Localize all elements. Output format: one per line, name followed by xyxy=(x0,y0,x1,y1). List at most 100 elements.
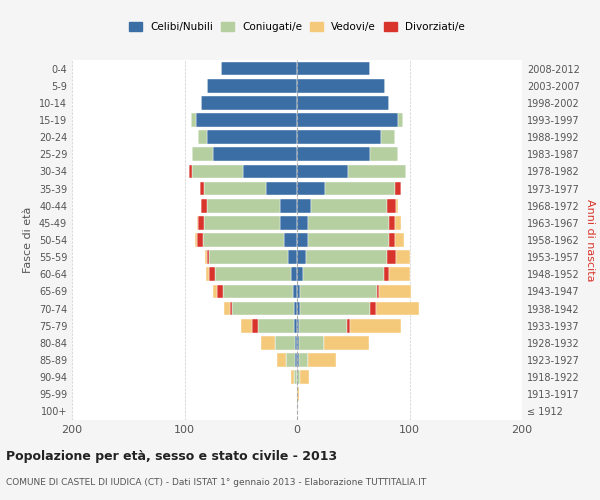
Bar xyxy=(293,319,297,332)
Bar xyxy=(280,199,297,212)
Bar xyxy=(347,319,350,332)
Bar xyxy=(299,319,347,332)
Bar xyxy=(297,164,347,178)
Bar xyxy=(224,302,229,316)
Bar xyxy=(243,164,297,178)
Bar xyxy=(292,370,293,384)
Bar xyxy=(382,130,395,144)
Bar xyxy=(202,199,207,212)
Bar xyxy=(389,233,395,247)
Bar xyxy=(206,268,209,281)
Bar xyxy=(395,216,401,230)
Bar xyxy=(241,319,252,332)
Bar xyxy=(288,250,297,264)
Bar xyxy=(297,199,311,212)
Text: COMUNE DI CASTEL DI IUDICA (CT) - Dati ISTAT 1° gennaio 2013 - Elaborazione TUTT: COMUNE DI CASTEL DI IUDICA (CT) - Dati I… xyxy=(6,478,426,487)
Bar xyxy=(207,79,297,92)
Bar xyxy=(257,319,293,332)
Bar xyxy=(297,148,370,161)
Bar xyxy=(229,302,232,316)
Bar xyxy=(311,199,387,212)
Bar xyxy=(265,182,297,196)
Bar xyxy=(196,113,297,127)
Bar xyxy=(275,336,295,349)
Text: Popolazione per età, sesso e stato civile - 2013: Popolazione per età, sesso e stato civil… xyxy=(6,450,337,463)
Bar xyxy=(297,79,385,92)
Bar xyxy=(293,302,297,316)
Bar xyxy=(297,96,389,110)
Bar xyxy=(200,182,203,196)
Bar xyxy=(193,164,243,178)
Bar xyxy=(389,216,395,230)
Bar xyxy=(387,250,396,264)
Bar xyxy=(292,268,297,281)
Bar xyxy=(387,199,396,212)
Bar xyxy=(207,199,280,212)
Bar xyxy=(209,250,288,264)
Bar xyxy=(215,268,292,281)
Bar xyxy=(350,319,401,332)
Bar xyxy=(396,250,409,264)
Bar xyxy=(379,284,410,298)
Bar xyxy=(297,284,301,298)
Bar xyxy=(370,302,376,316)
Bar xyxy=(297,302,301,316)
Bar xyxy=(286,353,295,367)
Legend: Celibi/Nubili, Coniugati/e, Vedovi/e, Divorziati/e: Celibi/Nubili, Coniugati/e, Vedovi/e, Di… xyxy=(126,18,468,35)
Bar xyxy=(203,182,265,196)
Y-axis label: Anni di nascita: Anni di nascita xyxy=(585,198,595,281)
Bar xyxy=(297,113,398,127)
Bar xyxy=(277,353,286,367)
Bar xyxy=(395,233,404,247)
Bar xyxy=(217,284,223,298)
Bar xyxy=(280,216,297,230)
Bar xyxy=(297,250,306,264)
Bar xyxy=(297,62,370,76)
Bar xyxy=(194,233,197,247)
Bar xyxy=(284,233,297,247)
Bar xyxy=(347,164,406,178)
Bar xyxy=(301,370,310,384)
Bar xyxy=(221,62,297,76)
Bar xyxy=(297,353,299,367)
Bar xyxy=(308,233,389,247)
Bar xyxy=(295,353,297,367)
Bar xyxy=(306,250,387,264)
Bar xyxy=(295,336,297,349)
Bar xyxy=(297,233,308,247)
Bar xyxy=(261,336,275,349)
Bar xyxy=(205,250,207,264)
Bar xyxy=(297,336,299,349)
Bar xyxy=(202,96,297,110)
Bar xyxy=(383,268,389,281)
Bar xyxy=(324,336,369,349)
Bar xyxy=(293,284,297,298)
Bar xyxy=(389,268,409,281)
Bar xyxy=(308,353,337,367)
Bar xyxy=(189,164,193,178)
Bar xyxy=(299,336,324,349)
Bar xyxy=(212,148,297,161)
Bar xyxy=(302,268,383,281)
Bar xyxy=(376,302,419,316)
Bar xyxy=(198,130,207,144)
Bar xyxy=(207,130,297,144)
Bar xyxy=(297,319,299,332)
Bar xyxy=(308,216,389,230)
Bar xyxy=(203,233,284,247)
Y-axis label: Fasce di età: Fasce di età xyxy=(23,207,33,273)
Bar xyxy=(197,233,203,247)
Bar xyxy=(191,113,196,127)
Bar xyxy=(396,199,398,212)
Bar xyxy=(398,113,403,127)
Bar xyxy=(377,284,379,298)
Bar xyxy=(198,216,203,230)
Bar xyxy=(252,319,257,332)
Bar xyxy=(395,182,401,196)
Bar xyxy=(207,250,209,264)
Bar xyxy=(297,388,299,401)
Bar xyxy=(197,216,198,230)
Bar xyxy=(212,284,217,298)
Bar xyxy=(370,148,398,161)
Bar xyxy=(232,302,293,316)
